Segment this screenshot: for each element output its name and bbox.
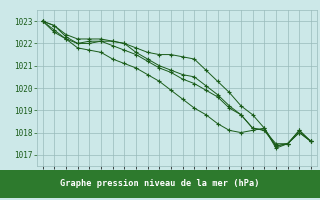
Text: Graphe pression niveau de la mer (hPa): Graphe pression niveau de la mer (hPa) <box>60 180 260 188</box>
